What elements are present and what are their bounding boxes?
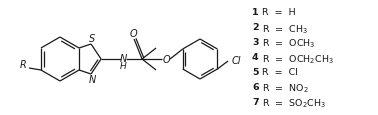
Text: 4: 4 [252,53,259,61]
Text: Cl: Cl [231,56,241,65]
Text: R  =  OCH$_3$: R = OCH$_3$ [262,38,316,50]
Text: R  =  Cl: R = Cl [262,67,298,76]
Text: R  =  OCH$_2$CH$_3$: R = OCH$_2$CH$_3$ [262,53,334,65]
Text: R  =  SO$_2$CH$_3$: R = SO$_2$CH$_3$ [262,97,326,110]
Text: R  =  NO$_2$: R = NO$_2$ [262,82,309,95]
Text: R: R [20,59,26,69]
Text: 3: 3 [252,38,259,47]
Text: 2: 2 [252,23,259,32]
Text: H: H [120,61,126,70]
Text: R  =  H: R = H [262,8,296,17]
Text: R  =  CH$_3$: R = CH$_3$ [262,23,308,35]
Text: 7: 7 [252,97,259,106]
Text: O: O [162,55,170,64]
Text: 1: 1 [252,8,259,17]
Text: 5: 5 [252,67,259,76]
Text: N: N [88,75,96,85]
Text: 6: 6 [252,82,259,91]
Text: O: O [129,29,137,39]
Text: N: N [119,54,127,63]
Text: S: S [89,34,95,44]
